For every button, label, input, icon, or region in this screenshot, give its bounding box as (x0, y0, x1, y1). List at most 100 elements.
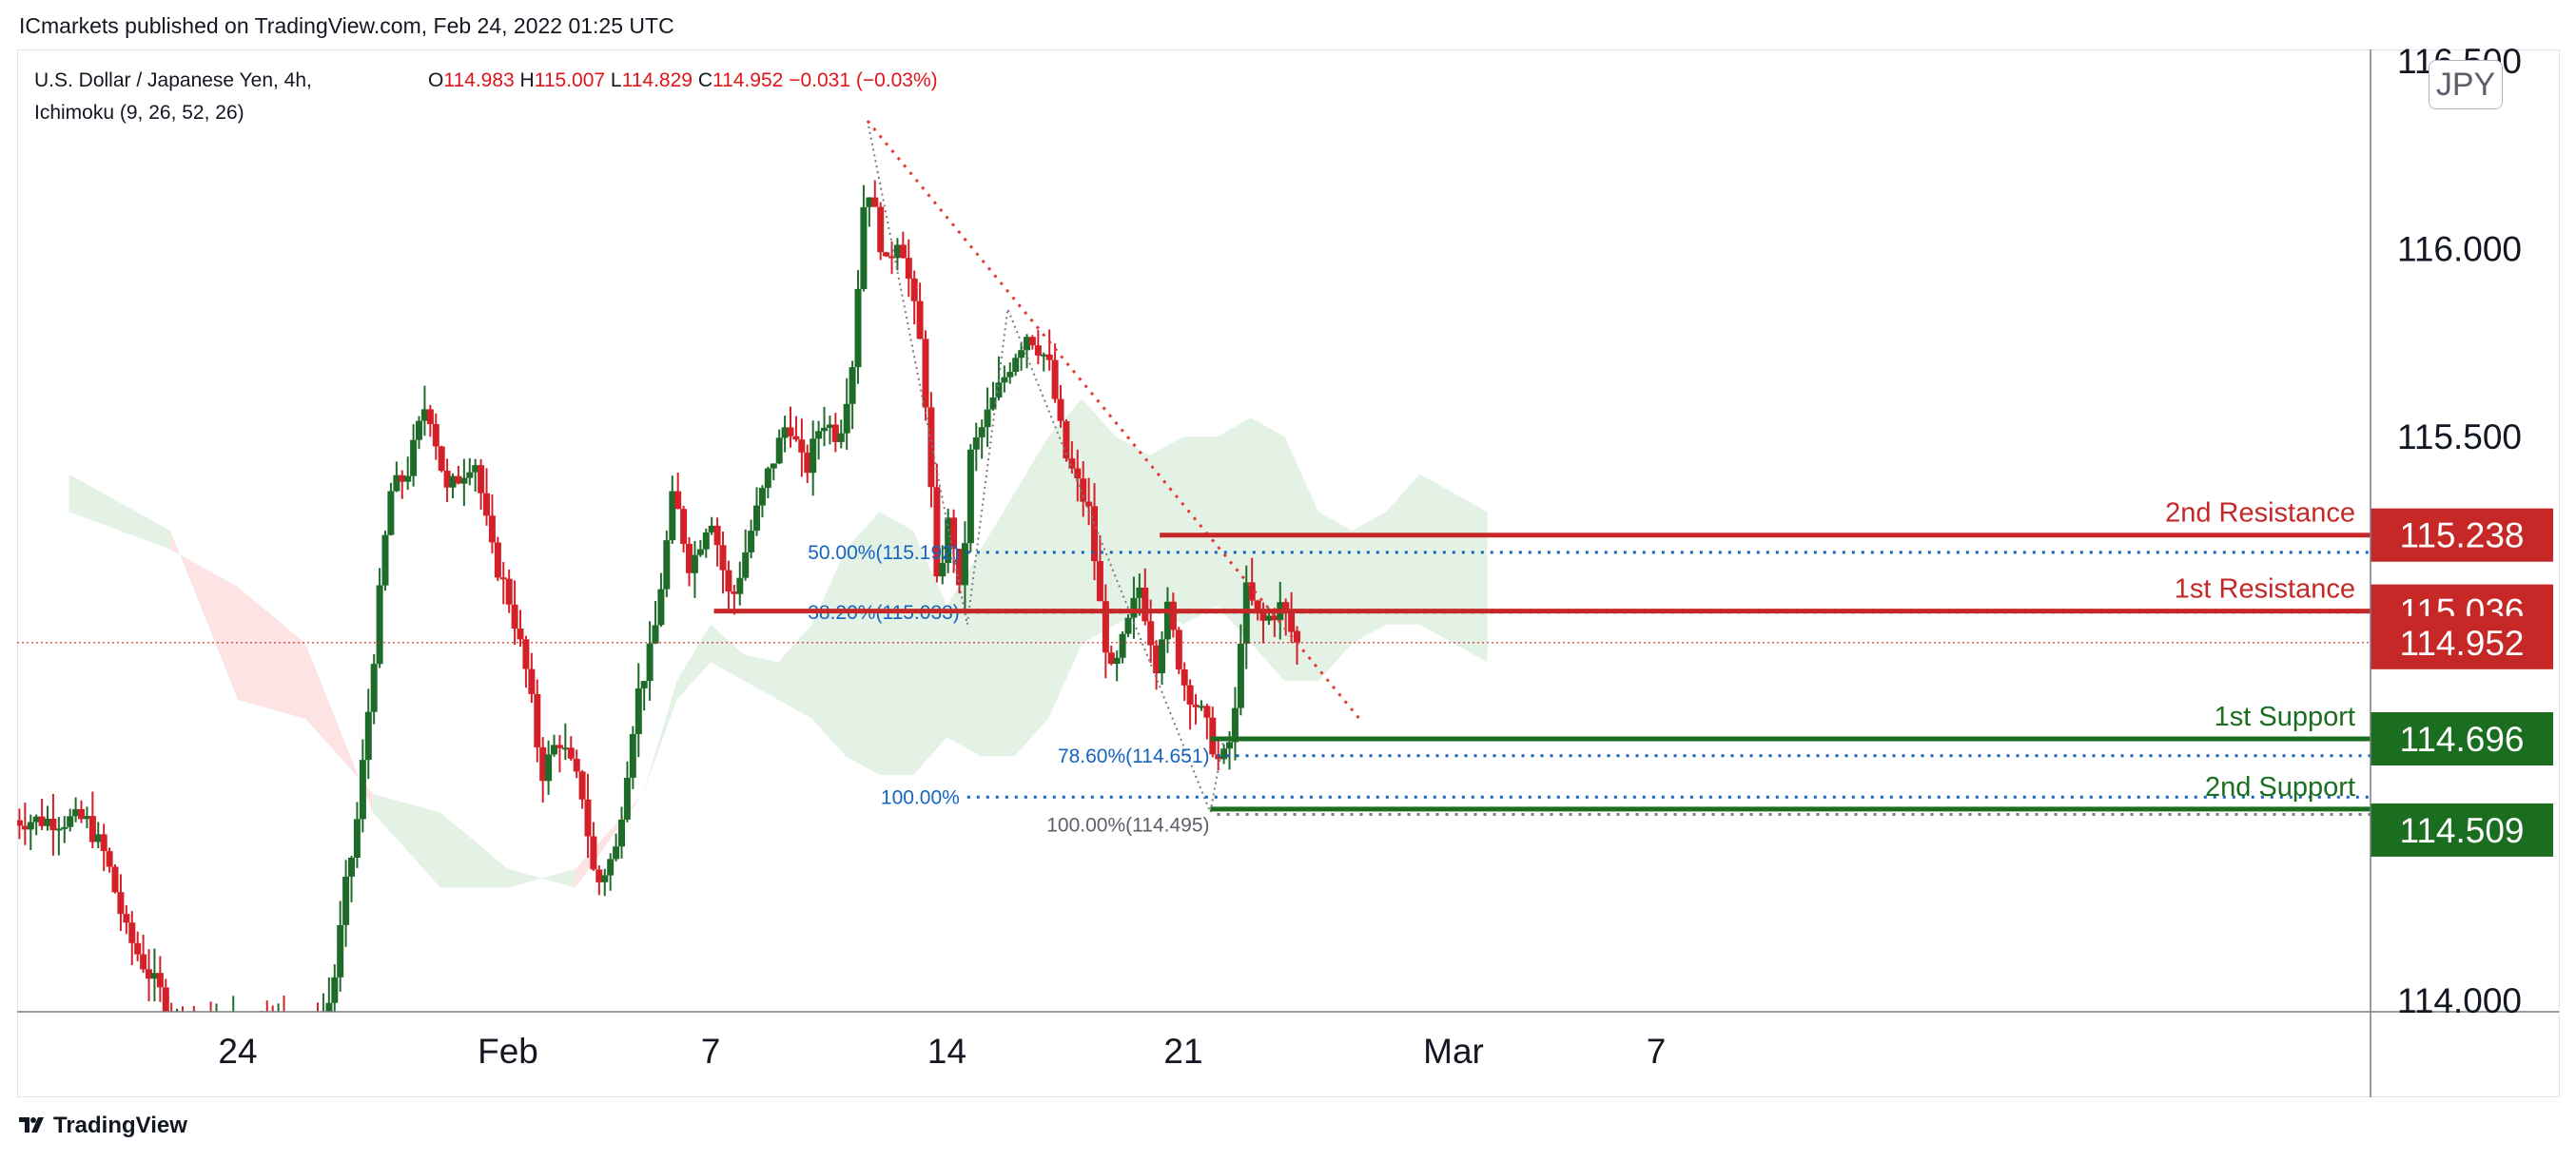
trendline[interactable] (866, 120, 1364, 724)
chart-frame[interactable] (17, 49, 2560, 1097)
kumo-segment (1048, 398, 1083, 719)
candle-body (736, 577, 744, 594)
candle-body (404, 475, 412, 482)
fib-level-label: 100.00%(114.495) (1046, 814, 1209, 836)
candle-body (156, 973, 164, 988)
candle-body (888, 256, 895, 259)
candle-body (686, 543, 693, 573)
candle-body (196, 1029, 203, 1031)
candle-body (810, 438, 817, 474)
candle-body (364, 711, 372, 761)
candle-body (652, 625, 659, 644)
candle-body (511, 604, 518, 629)
candle-body (1288, 612, 1296, 632)
candle-body (61, 826, 68, 829)
candle-body (871, 197, 879, 207)
kumo-segment (1318, 512, 1353, 682)
low-label: L (610, 69, 622, 91)
candle-body (922, 339, 929, 408)
kumo-segment (946, 549, 981, 757)
candle-body (449, 475, 457, 488)
resistance-2-label: 2nd Resistance (2165, 498, 2355, 529)
chart-legend: U.S. Dollar / Japanese Yen, 4h, Ichimoku… (34, 65, 938, 129)
support-2-price-tag-text: 114.509 (2400, 811, 2525, 850)
x-tick-label: 24 (218, 1032, 257, 1071)
resistance-2-price-tag (2371, 508, 2553, 562)
candle-body (32, 816, 40, 823)
candle-body (567, 747, 575, 759)
candle-body (607, 859, 615, 876)
support-2-price-tag (2371, 803, 2553, 857)
candle-body (629, 734, 636, 778)
candle-body (618, 819, 625, 847)
footer-brand[interactable]: TradingView (19, 1113, 187, 1139)
candle-body (1136, 588, 1143, 598)
candle-body (674, 491, 682, 510)
candle-body (1181, 669, 1188, 686)
candle-body (1063, 420, 1070, 459)
candle-body (1175, 629, 1182, 669)
candle-body (1113, 657, 1121, 665)
x-tick-label: 7 (701, 1032, 721, 1071)
candle-body (387, 491, 395, 535)
support-2-label: 2nd Support (2205, 772, 2355, 803)
candle-body (758, 488, 766, 506)
fib-level-label: 78.60%(114.651) (1058, 746, 1210, 767)
kumo-segment (711, 624, 745, 682)
candle-body (927, 407, 935, 488)
candle-body (202, 1020, 208, 1030)
candle-body (899, 244, 907, 259)
kumo-segment (913, 531, 947, 775)
publisher-line: ICmarkets published on TradingView.com, … (19, 13, 674, 38)
candle-body (94, 834, 102, 842)
candle-body (303, 1031, 310, 1033)
candle-body (578, 771, 586, 800)
candle-body (708, 525, 715, 533)
fib-level-label: 100.00% (881, 786, 960, 808)
candle-body (640, 681, 648, 688)
open-value: 114.983 (443, 69, 515, 91)
candle-body (826, 424, 833, 428)
candle-body (393, 474, 400, 492)
candle-body (190, 1029, 197, 1031)
kumo-segment (981, 493, 1015, 757)
candle-body (342, 876, 350, 925)
candle-body (348, 858, 355, 877)
candle-body (601, 875, 609, 882)
y-tick-label: 114.000 (2397, 981, 2522, 1020)
currency-badge[interactable]: JPY (2429, 60, 2503, 109)
footer-brand-label: TradingView (53, 1113, 187, 1138)
candle-body (613, 846, 620, 860)
candle-body (252, 1025, 259, 1027)
candle-body (849, 367, 856, 404)
tradingview-logo-icon (19, 1114, 48, 1138)
candle-body (298, 1031, 304, 1033)
candle-body (17, 820, 23, 826)
candle-body (680, 509, 688, 544)
candle-body (399, 474, 406, 482)
kumo-segment (643, 681, 677, 794)
candle-body (140, 954, 147, 970)
candle-body (910, 278, 918, 301)
candle-body (883, 252, 890, 257)
candle-body (337, 924, 344, 978)
candle-body (88, 816, 96, 842)
kumo-segment (508, 868, 576, 888)
last-price-tag-text: 114.952 (2400, 624, 2525, 663)
candle-body (162, 987, 169, 1012)
high-value: 115.007 (534, 69, 606, 91)
candle-body (573, 758, 580, 772)
candle-body (1203, 706, 1211, 718)
candle-body (100, 834, 107, 851)
candle-body (1282, 602, 1290, 613)
candle-body (1018, 350, 1025, 358)
candle-body (1294, 630, 1300, 643)
candle-body (545, 754, 553, 782)
kumo-segment (305, 643, 373, 813)
kumo-segment (1284, 436, 1318, 682)
close-label: C (697, 69, 712, 91)
support-1-price-tag-text: 114.696 (2400, 720, 2525, 759)
candle-body (478, 465, 485, 494)
candle-body (584, 799, 592, 837)
